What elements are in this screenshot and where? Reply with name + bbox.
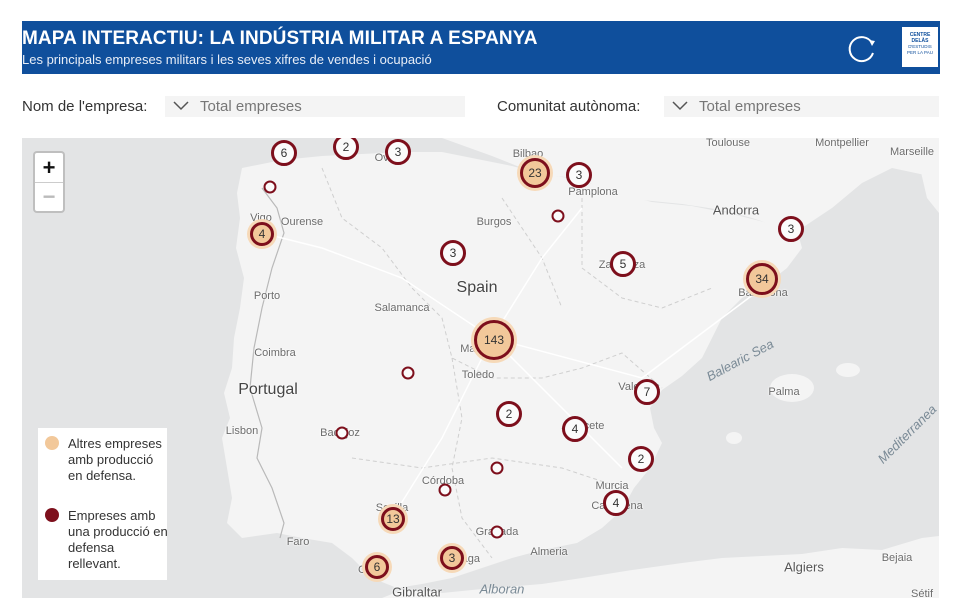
company-cluster-marker[interactable]: 6 xyxy=(365,555,389,579)
company-cluster-marker[interactable]: 2 xyxy=(628,446,654,472)
place-label: Andorra xyxy=(712,202,760,218)
legend-dot-icon xyxy=(45,508,59,522)
place-label: Burgos xyxy=(476,216,512,228)
legend-label: Altres empreses amb producció en defensa… xyxy=(68,436,162,483)
company-marker[interactable] xyxy=(263,180,277,194)
place-label: Vigo xyxy=(250,212,272,224)
place-label: Sétif xyxy=(910,588,934,598)
place-label: Marseille xyxy=(889,146,935,158)
reload-icon[interactable] xyxy=(845,31,879,65)
company-cluster-marker[interactable]: 2 xyxy=(333,138,359,160)
page-title: MAPA INTERACTIU: LA INDÚSTRIA MILITAR A … xyxy=(22,28,538,49)
page-subtitle: Les principals empreses militars i les s… xyxy=(22,52,432,67)
legend-item-other: Altres empreses amb producció en defensa… xyxy=(45,432,163,498)
place-label: Palma xyxy=(768,386,800,398)
logo-line-1: CENTRE DELÀS xyxy=(909,32,931,44)
place-label: Ourense xyxy=(280,216,324,228)
company-cluster-marker[interactable]: 143 xyxy=(474,320,514,360)
company-cluster-marker[interactable]: 23 xyxy=(520,158,550,188)
company-filter-label: Nom de l'empresa: xyxy=(22,98,148,115)
chevron-down-icon xyxy=(173,101,189,111)
zoom-control: + − xyxy=(33,151,65,213)
zoom-out-button[interactable]: − xyxy=(42,183,56,209)
logo-line-2: D'ESTUDIS xyxy=(908,44,932,49)
place-label: Montpellier xyxy=(815,138,869,149)
legend: Altres empreses amb producció en defensa… xyxy=(38,428,168,580)
legend-dot-icon xyxy=(45,436,59,450)
company-marker[interactable] xyxy=(401,366,415,380)
region-select[interactable]: Total empreses xyxy=(664,96,939,117)
chevron-down-icon xyxy=(672,101,688,111)
company-cluster-marker[interactable]: 7 xyxy=(634,379,660,405)
company-cluster-marker[interactable]: 13 xyxy=(381,507,405,531)
company-cluster-marker[interactable]: 3 xyxy=(385,139,411,165)
place-label: Toledo xyxy=(461,369,495,381)
place-label: Pamplona xyxy=(568,186,618,198)
company-marker[interactable] xyxy=(438,483,452,497)
logo-line-3: PER LA PAU xyxy=(907,50,933,55)
place-label: Bejaia xyxy=(881,552,913,564)
company-cluster-marker[interactable]: 6 xyxy=(271,140,297,166)
place-label: Faro xyxy=(286,536,310,548)
map[interactable]: Bilbao Toulouse Montpellier Marseille Ov… xyxy=(22,138,939,598)
company-marker[interactable] xyxy=(490,525,504,539)
company-cluster-marker[interactable]: 4 xyxy=(603,490,629,516)
place-label: Porto xyxy=(253,290,281,302)
company-cluster-marker[interactable]: 3 xyxy=(440,240,466,266)
company-marker[interactable] xyxy=(551,209,565,223)
place-label: Murcia xyxy=(595,480,629,492)
company-cluster-marker[interactable]: 4 xyxy=(250,222,274,246)
map-background xyxy=(22,138,939,598)
header: MAPA INTERACTIU: LA INDÚSTRIA MILITAR A … xyxy=(0,0,960,74)
place-label: Córdoba xyxy=(421,475,465,487)
company-cluster-marker[interactable]: 3 xyxy=(778,216,804,242)
place-label: Portugal xyxy=(238,381,298,398)
company-cluster-marker[interactable]: 5 xyxy=(610,251,636,277)
legend-item-relevant: Empreses amb una producció en defensa re… xyxy=(45,504,168,574)
company-cluster-marker[interactable]: 3 xyxy=(440,546,464,570)
place-label: Salamanca xyxy=(374,302,430,314)
company-cluster-marker[interactable]: 2 xyxy=(496,401,522,427)
place-label: Spain xyxy=(456,279,498,296)
place-label: Toulouse xyxy=(705,138,751,149)
company-cluster-marker[interactable]: 3 xyxy=(566,162,592,188)
logo: CENTRE DELÀS D'ESTUDIS PER LA PAU xyxy=(902,27,938,67)
legend-label: Empreses amb una producció en defensa re… xyxy=(68,508,168,571)
company-marker[interactable] xyxy=(335,426,349,440)
company-select[interactable]: Total empreses xyxy=(165,96,465,117)
place-label: Coimbra xyxy=(254,347,296,359)
place-label: Lisbon xyxy=(225,425,259,437)
zoom-in-button[interactable]: + xyxy=(35,153,63,183)
region-filter-label: Comunitat autònoma: xyxy=(497,98,641,115)
company-cluster-marker[interactable]: 34 xyxy=(746,263,778,295)
company-marker[interactable] xyxy=(490,461,504,475)
place-label: Gibraltar xyxy=(392,584,442,599)
place-label: Algiers xyxy=(784,559,824,575)
region-select-value: Total empreses xyxy=(699,98,801,115)
company-cluster-marker[interactable]: 4 xyxy=(562,416,588,442)
place-label: Almeria xyxy=(530,546,568,558)
company-select-value: Total empreses xyxy=(200,98,302,115)
place-label: Alboran xyxy=(479,581,525,597)
title-bar: MAPA INTERACTIU: LA INDÚSTRIA MILITAR A … xyxy=(22,21,940,74)
place-label: Bilbao xyxy=(512,148,544,160)
